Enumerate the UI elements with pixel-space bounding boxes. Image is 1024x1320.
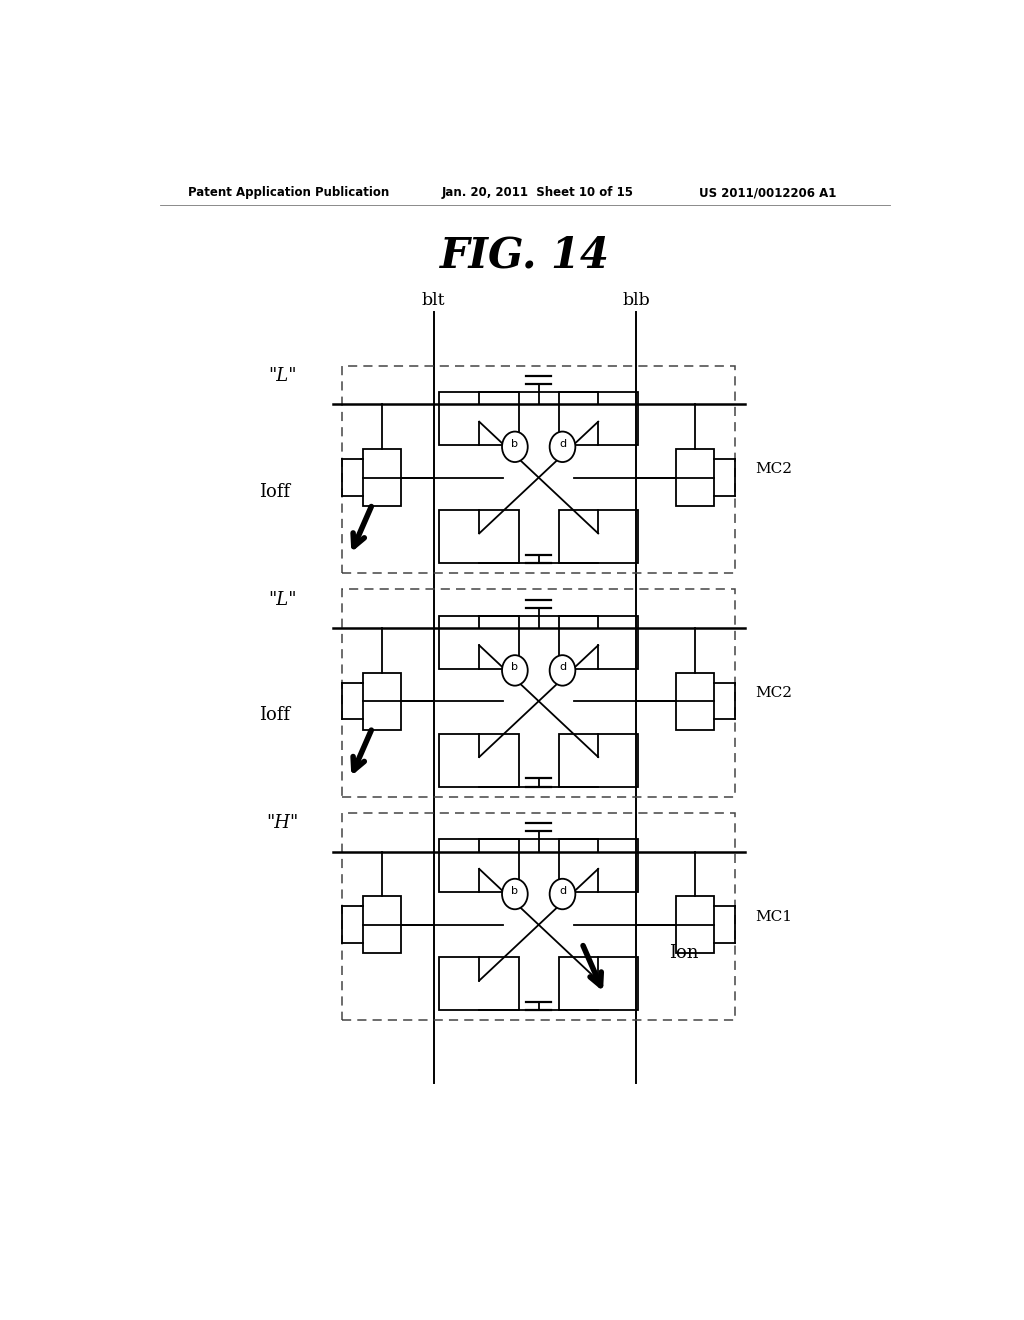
Text: Ioff: Ioff [259,483,291,500]
Bar [558,615,638,669]
Text: b: b [511,886,518,896]
Bar [558,510,638,562]
Text: Ioff: Ioff [259,706,291,725]
Ellipse shape [550,655,575,685]
Text: b: b [511,663,518,672]
Bar [439,840,519,892]
Bar [677,449,715,506]
Bar [362,673,401,730]
Bar [439,734,519,787]
Bar [342,366,735,573]
Ellipse shape [502,879,527,909]
Bar [439,510,519,562]
Text: US 2011/0012206 A1: US 2011/0012206 A1 [699,186,837,199]
Text: b: b [511,438,518,449]
Text: Ion: Ion [669,944,698,962]
Bar [362,896,401,953]
Text: FIG. 14: FIG. 14 [439,235,610,277]
Text: blt: blt [422,292,445,309]
Bar [439,957,519,1010]
Ellipse shape [550,879,575,909]
Bar [439,392,519,445]
Text: MC1: MC1 [755,909,792,924]
Text: d: d [559,663,566,672]
Bar [558,734,638,787]
Bar [558,840,638,892]
Text: MC2: MC2 [755,462,792,477]
Ellipse shape [502,655,527,685]
Bar [677,896,715,953]
Text: MC2: MC2 [755,686,792,700]
Text: blb: blb [622,292,650,309]
Text: Jan. 20, 2011  Sheet 10 of 15: Jan. 20, 2011 Sheet 10 of 15 [441,186,634,199]
Bar [677,673,715,730]
Ellipse shape [550,432,575,462]
Bar [362,449,401,506]
Text: d: d [559,438,566,449]
Bar [558,957,638,1010]
Ellipse shape [502,432,527,462]
Text: "L": "L" [268,590,297,609]
Bar [558,392,638,445]
Bar [439,615,519,669]
Bar [342,813,735,1020]
Text: "L": "L" [268,367,297,385]
Text: Patent Application Publication: Patent Application Publication [187,186,389,199]
Text: d: d [559,886,566,896]
Text: "H": "H" [266,814,299,832]
Bar [342,589,735,797]
